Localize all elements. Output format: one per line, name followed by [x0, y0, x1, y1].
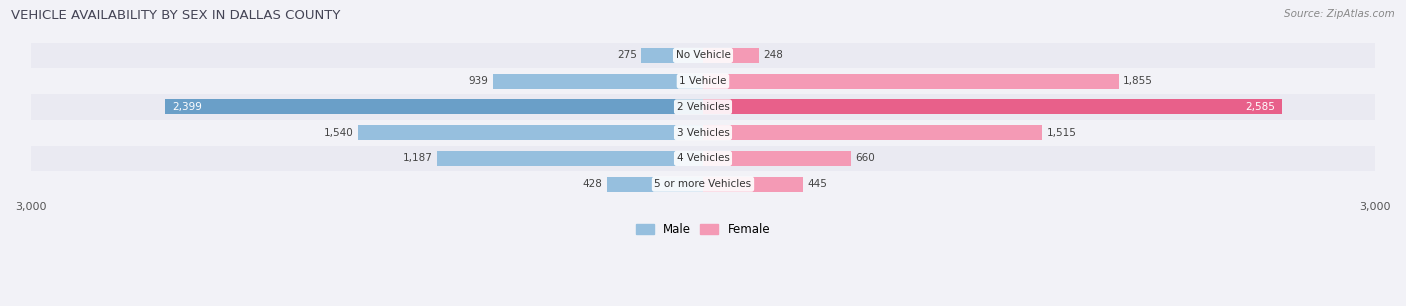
Text: 1,515: 1,515	[1047, 128, 1077, 138]
Text: 939: 939	[468, 76, 488, 86]
Text: 275: 275	[617, 50, 637, 60]
Bar	[31, 68, 1375, 94]
Text: 2,399: 2,399	[172, 102, 202, 112]
Bar	[703, 48, 759, 63]
Bar	[607, 177, 703, 192]
Text: VEHICLE AVAILABILITY BY SEX IN DALLAS COUNTY: VEHICLE AVAILABILITY BY SEX IN DALLAS CO…	[11, 9, 340, 22]
Text: 1,855: 1,855	[1123, 76, 1153, 86]
Text: 1,540: 1,540	[323, 128, 353, 138]
Bar	[703, 74, 1119, 89]
Text: 5 or more Vehicles: 5 or more Vehicles	[654, 179, 752, 189]
Bar	[437, 151, 703, 166]
Bar	[31, 94, 1375, 120]
Text: 1 Vehicle: 1 Vehicle	[679, 76, 727, 86]
Bar	[492, 74, 703, 89]
Text: Source: ZipAtlas.com: Source: ZipAtlas.com	[1284, 9, 1395, 19]
Text: 3 Vehicles: 3 Vehicles	[676, 128, 730, 138]
Bar	[31, 120, 1375, 146]
Text: 2,585: 2,585	[1246, 102, 1275, 112]
Bar	[31, 146, 1375, 171]
Text: 428: 428	[582, 179, 603, 189]
Text: 660: 660	[855, 153, 875, 163]
Text: 2 Vehicles: 2 Vehicles	[676, 102, 730, 112]
Bar	[703, 125, 1042, 140]
Bar	[703, 99, 1282, 114]
Bar	[641, 48, 703, 63]
Bar	[31, 43, 1375, 68]
Bar	[359, 125, 703, 140]
Text: 248: 248	[763, 50, 783, 60]
Bar	[166, 99, 703, 114]
Bar	[703, 177, 803, 192]
Bar	[31, 171, 1375, 197]
Bar	[703, 151, 851, 166]
Legend: Male, Female: Male, Female	[631, 218, 775, 241]
Text: No Vehicle: No Vehicle	[675, 50, 731, 60]
Text: 445: 445	[807, 179, 827, 189]
Text: 4 Vehicles: 4 Vehicles	[676, 153, 730, 163]
Text: 1,187: 1,187	[402, 153, 433, 163]
